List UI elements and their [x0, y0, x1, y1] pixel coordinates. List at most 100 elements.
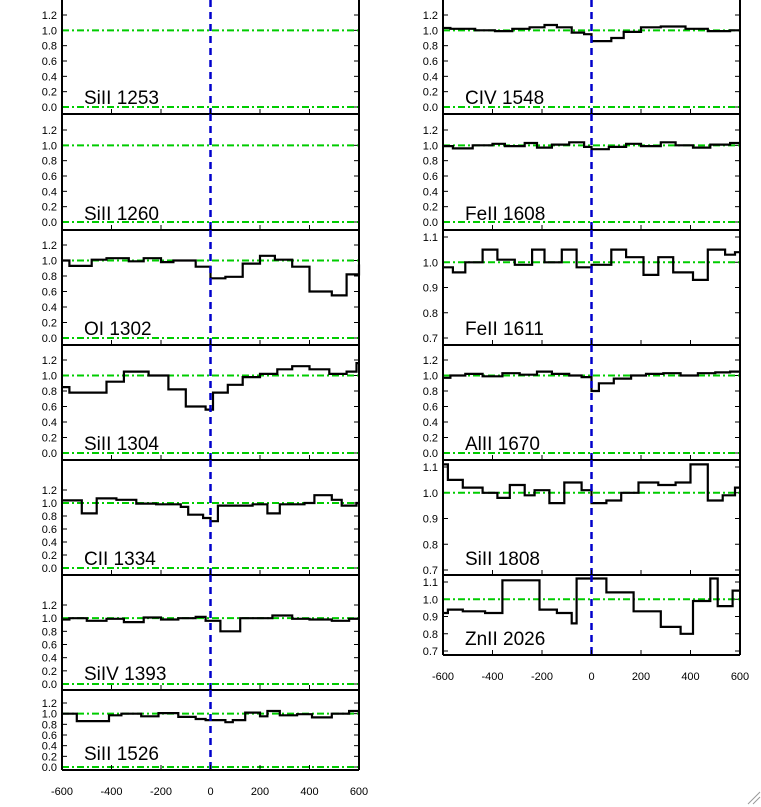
panel-9: 0.7 0.8 0.9 1.0 1.1 FeII 1611: [423, 230, 741, 346]
y-tick-label: 0.2: [42, 751, 57, 763]
ion-label: AlII 1670: [465, 434, 540, 455]
y-tick-label: 1.2: [42, 125, 57, 137]
spectrum-step-line: [62, 494, 359, 523]
y-tick-label: 1.2: [42, 355, 57, 367]
y-tick-label: 1.0: [42, 498, 57, 510]
y-tick-label: 1.0: [423, 257, 438, 269]
y-tick-label: 0.0: [42, 762, 57, 774]
y-tick-label: 0.2: [42, 202, 57, 214]
y-tick-label: 0.8: [42, 626, 57, 638]
y-tick-label: 0.8: [423, 156, 438, 168]
y-tick-label: 1.2: [423, 10, 438, 22]
panel-7: 0.0 0.2 0.4 0.6 0.8 1.0 1.2 CIV 1548: [423, 0, 741, 115]
y-tick-label: 0.2: [42, 87, 57, 99]
y-tick-label: 0.8: [42, 41, 57, 53]
y-tick-label: 0.7: [423, 646, 438, 658]
y-tick-label: 1.2: [42, 600, 57, 612]
panel-0: 0.0 0.2 0.4 0.6 0.8 1.0 1.2 SiII 1253: [42, 0, 360, 115]
y-tick-label: 1.1: [423, 232, 438, 244]
y-tick-label: 0.0: [42, 448, 57, 460]
y-tick-label: 0.2: [42, 318, 57, 330]
y-tick-label: 0.4: [42, 653, 57, 665]
ion-label: FeII 1608: [465, 204, 545, 225]
y-tick-label: 1.0: [42, 613, 57, 625]
panel-10: 0.0 0.2 0.4 0.6 0.8 1.0 1.2 AlII 1670: [423, 345, 741, 461]
y-tick-label: 0.8: [423, 386, 438, 398]
y-tick-label: 1.2: [42, 240, 57, 252]
y-tick-label: 0.8: [42, 156, 57, 168]
y-tick-label: 1.1: [423, 577, 438, 589]
y-tick-label: 0.8: [423, 308, 438, 320]
panel-4: 0.00.20.40.60.81.01.2 CII 1334: [42, 460, 360, 576]
x-tick-label: 0: [207, 786, 213, 798]
y-tick-label: 0.2: [42, 433, 57, 445]
panel-5: 0.00.20.40.6 0.81.01.2 SiIV 1393: [42, 575, 360, 691]
y-tick-label: 1.1: [423, 462, 438, 474]
y-tick-label: 1.0: [423, 594, 438, 606]
y-tick-label: 0.6: [423, 402, 438, 414]
x-tick-label: -200: [150, 786, 172, 798]
x-tick-label: 400: [681, 671, 699, 683]
ion-label: CIV 1548: [465, 88, 544, 109]
y-tick-label: 0.6: [423, 171, 438, 183]
y-tick-label: 0.9: [423, 514, 438, 526]
y-tick-label: 0.0: [42, 679, 57, 691]
y-tick-label: 0.0: [42, 217, 57, 229]
x-tick-label: -600: [432, 671, 454, 683]
y-tick-label: 0.0: [42, 102, 57, 114]
y-tick-label: 0.0: [42, 333, 57, 345]
x-tick-label: 200: [251, 786, 269, 798]
y-tick-label: 0.8: [42, 386, 57, 398]
spectrum-step-line: [62, 362, 359, 411]
y-tick-label: 0.6: [42, 287, 57, 299]
y-tick-label: 1.0: [42, 25, 57, 37]
spectrum-step-line: [443, 141, 740, 151]
y-tick-label: 0.8: [42, 719, 57, 731]
y-tick-label: 0.8: [423, 539, 438, 551]
y-tick-label: 1.0: [423, 488, 438, 500]
y-tick-label: 0.6: [42, 730, 57, 742]
y-tick-label: 0.4: [42, 741, 57, 753]
y-tick-label: 0.4: [42, 71, 57, 83]
y-tick-label: 0.4: [42, 302, 57, 314]
spectrum-step-line: [62, 614, 359, 633]
ion-label: SiIV 1393: [84, 664, 166, 685]
ion-label: OI 1302: [84, 319, 152, 340]
ion-label: SiII 1253: [84, 88, 159, 109]
ion-label: ZnII 2026: [465, 629, 545, 650]
y-tick-label: 0.7: [423, 565, 438, 577]
panel-8: 0.0 0.2 0.4 0.6 0.8 1.0 1.2 FeII 1608: [423, 114, 741, 231]
y-tick-label: 0.2: [423, 202, 438, 214]
y-tick-label: 1.0: [423, 371, 438, 383]
y-tick-label: 1.0: [42, 256, 57, 268]
y-tick-label: 0.6: [42, 640, 57, 652]
y-tick-label: 0.8: [423, 629, 438, 641]
y-tick-label: 0.7: [423, 333, 438, 345]
y-tick-label: 0.8: [42, 271, 57, 283]
y-tick-label: 0.8: [423, 41, 438, 53]
y-tick-label: 0.2: [42, 666, 57, 678]
panel-3: 0.0 0.2 0.4 0.6 0.8 1.0 1.2 SiII 1304: [42, 345, 360, 461]
y-tick-label: 0.9: [423, 283, 438, 295]
y-tick-label: 1.0: [42, 709, 57, 721]
panel-12: 0.7 0.8 0.9 1.0 1.1 -600 -400 -200 0 200 400 600 ZnI…: [423, 575, 749, 683]
resize-grip-icon[interactable]: [747, 791, 761, 805]
ion-label: SiII 1808: [465, 549, 540, 570]
x-tick-label: 400: [300, 786, 318, 798]
ion-label: SiII 1526: [84, 744, 159, 765]
y-tick-label: 0.6: [42, 402, 57, 414]
x-tick-label: 0: [588, 671, 594, 683]
y-tick-label: 0.2: [423, 433, 438, 445]
y-tick-label: 0.6: [42, 524, 57, 536]
ion-label: FeII 1611: [465, 319, 544, 340]
y-tick-label: 0.4: [423, 186, 438, 198]
y-tick-label: 0.4: [42, 417, 57, 429]
y-tick-label: 1.0: [42, 371, 57, 383]
spectrum-step-line: [62, 254, 361, 297]
y-tick-label: 1.2: [423, 355, 438, 367]
panel-11: 0.7 0.8 0.9 1.0 1.1 SiII 1808: [423, 460, 741, 577]
x-tick-label: -200: [531, 671, 553, 683]
y-tick-label: 0.6: [42, 56, 57, 68]
x-tick-label: 600: [350, 786, 368, 798]
y-tick-label: 0.4: [423, 71, 438, 83]
